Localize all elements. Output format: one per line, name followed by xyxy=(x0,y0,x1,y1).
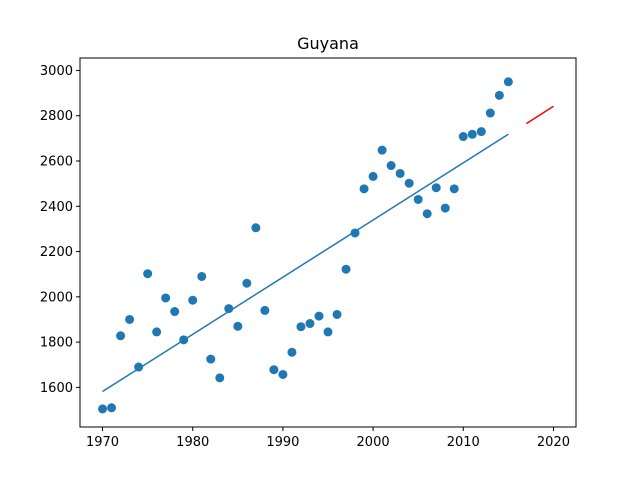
data-point xyxy=(341,264,351,274)
data-point xyxy=(278,369,288,379)
x-tick-label: 2010 xyxy=(447,435,480,450)
y-tick-label: 2800 xyxy=(40,109,73,124)
data-point xyxy=(458,132,468,142)
data-point xyxy=(98,404,108,414)
data-point xyxy=(404,178,414,188)
data-point xyxy=(476,127,486,137)
data-point xyxy=(332,309,342,319)
data-point xyxy=(170,307,180,317)
y-tick-label: 1600 xyxy=(40,381,73,396)
data-point xyxy=(467,129,477,139)
data-point xyxy=(377,145,387,155)
data-point xyxy=(251,223,261,233)
y-tick-label: 3000 xyxy=(40,64,73,79)
chart-title: Guyana xyxy=(297,34,359,53)
data-point xyxy=(494,90,504,100)
data-point xyxy=(215,373,225,383)
data-point xyxy=(431,183,441,193)
data-point xyxy=(188,295,198,305)
data-point xyxy=(485,108,495,118)
y-tick-label: 2200 xyxy=(40,245,73,260)
data-point xyxy=(125,314,135,324)
data-point xyxy=(314,311,324,321)
trend-line xyxy=(102,133,509,393)
forecast-line xyxy=(525,105,554,125)
data-point xyxy=(143,269,153,279)
x-tick-label: 2020 xyxy=(537,435,570,450)
data-point xyxy=(107,403,117,413)
data-point xyxy=(152,327,162,337)
axes-ticks: 1970 1980 1990 2000 2010 2020 1600 1800 2000 2200… xyxy=(40,64,570,450)
y-tick-label: 1800 xyxy=(40,336,73,351)
x-tick-label: 1970 xyxy=(86,435,119,450)
data-point xyxy=(368,171,378,181)
data-point xyxy=(422,209,432,219)
data-point xyxy=(197,271,207,281)
data-point xyxy=(161,293,171,303)
y-tick-label: 2000 xyxy=(40,290,73,305)
data-point xyxy=(296,322,306,332)
data-point xyxy=(260,305,270,315)
data-point xyxy=(413,194,423,204)
data-point xyxy=(233,321,243,331)
data-point xyxy=(449,184,459,194)
data-point xyxy=(395,168,405,178)
data-point xyxy=(386,161,396,171)
data-point xyxy=(287,347,297,357)
data-point xyxy=(305,319,315,329)
x-tick-label: 1980 xyxy=(176,435,209,450)
axes-frame xyxy=(79,57,577,428)
y-tick-label: 2400 xyxy=(40,200,73,215)
data-point xyxy=(269,365,279,375)
data-point xyxy=(242,278,252,288)
data-point xyxy=(503,77,513,87)
data-point xyxy=(116,331,126,341)
y-tick-label: 2600 xyxy=(40,155,73,170)
data-point xyxy=(440,203,450,213)
x-tick-label: 2000 xyxy=(357,435,390,450)
data-point xyxy=(323,327,333,337)
data-point xyxy=(206,354,216,364)
plot-area xyxy=(98,77,554,414)
x-tick-label: 1990 xyxy=(266,435,299,450)
data-point xyxy=(359,184,369,194)
